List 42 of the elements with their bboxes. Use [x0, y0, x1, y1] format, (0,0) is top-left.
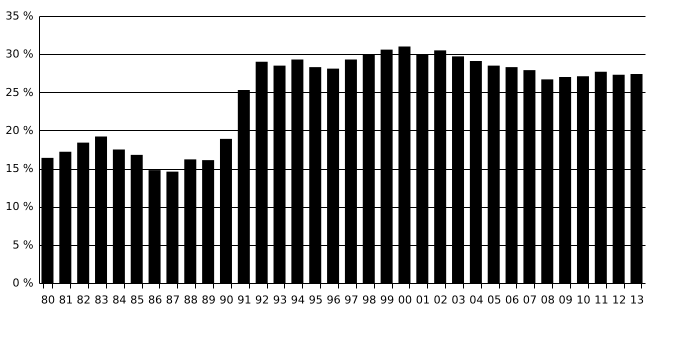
x-tick-label: 03	[452, 294, 466, 306]
x-tick-label: 89	[202, 294, 216, 306]
x-tick-label: 99	[380, 294, 394, 306]
x-tick-label: 85	[130, 294, 144, 306]
x-tick-label: 08	[540, 294, 555, 306]
x-tick-label: 97	[344, 294, 358, 306]
x-tick-label: 01	[416, 294, 430, 306]
x-tick-label: 90	[219, 294, 234, 306]
x-tick-label: 13	[630, 294, 644, 306]
x-tick-label: 10	[576, 294, 590, 306]
y-tick-label: 5 %	[12, 238, 34, 252]
x-tick-label: 92	[255, 294, 270, 306]
x-tick-label: 88	[184, 294, 198, 306]
y-tick-label: 25 %	[6, 86, 34, 99]
x-tick-label: 84	[112, 294, 126, 306]
x-tick-label: 93	[273, 294, 288, 306]
x-tick-label: 00	[398, 294, 412, 306]
x-tick-label: 05	[487, 294, 502, 306]
x-tick-label: 02	[434, 294, 448, 306]
x-tick-label: 07	[522, 294, 537, 306]
x-tick-label: 12	[612, 294, 626, 306]
x-tick-label: 04	[469, 294, 484, 306]
x-tick-label: 91	[237, 294, 252, 306]
y-tick-label: 10 %	[6, 200, 34, 214]
x-tick-label: 83	[94, 294, 109, 306]
x-tick-label: 96	[326, 294, 341, 306]
x-tick-label: 06	[505, 294, 520, 306]
x-tick-label: 82	[76, 294, 91, 306]
y-tick-label: 20 %	[6, 124, 34, 137]
x-tick-label: 86	[148, 294, 162, 306]
x-tick-label: 95	[308, 294, 323, 306]
x-tick-label: 94	[290, 294, 305, 306]
x-tick-label: 11	[594, 294, 608, 306]
x-tick-label: 80	[40, 294, 55, 306]
x-tick-label: 81	[58, 294, 73, 306]
x-tick-label: 98	[362, 294, 376, 306]
y-tick-label: 0 %	[12, 276, 34, 290]
y-tick-label: 35 %	[6, 10, 34, 22]
x-tick-label: 87	[166, 294, 180, 306]
y-tick-label: 30 %	[6, 48, 34, 61]
y-tick-label: 15 %	[6, 162, 34, 176]
x-tick-label: 09	[558, 294, 573, 306]
